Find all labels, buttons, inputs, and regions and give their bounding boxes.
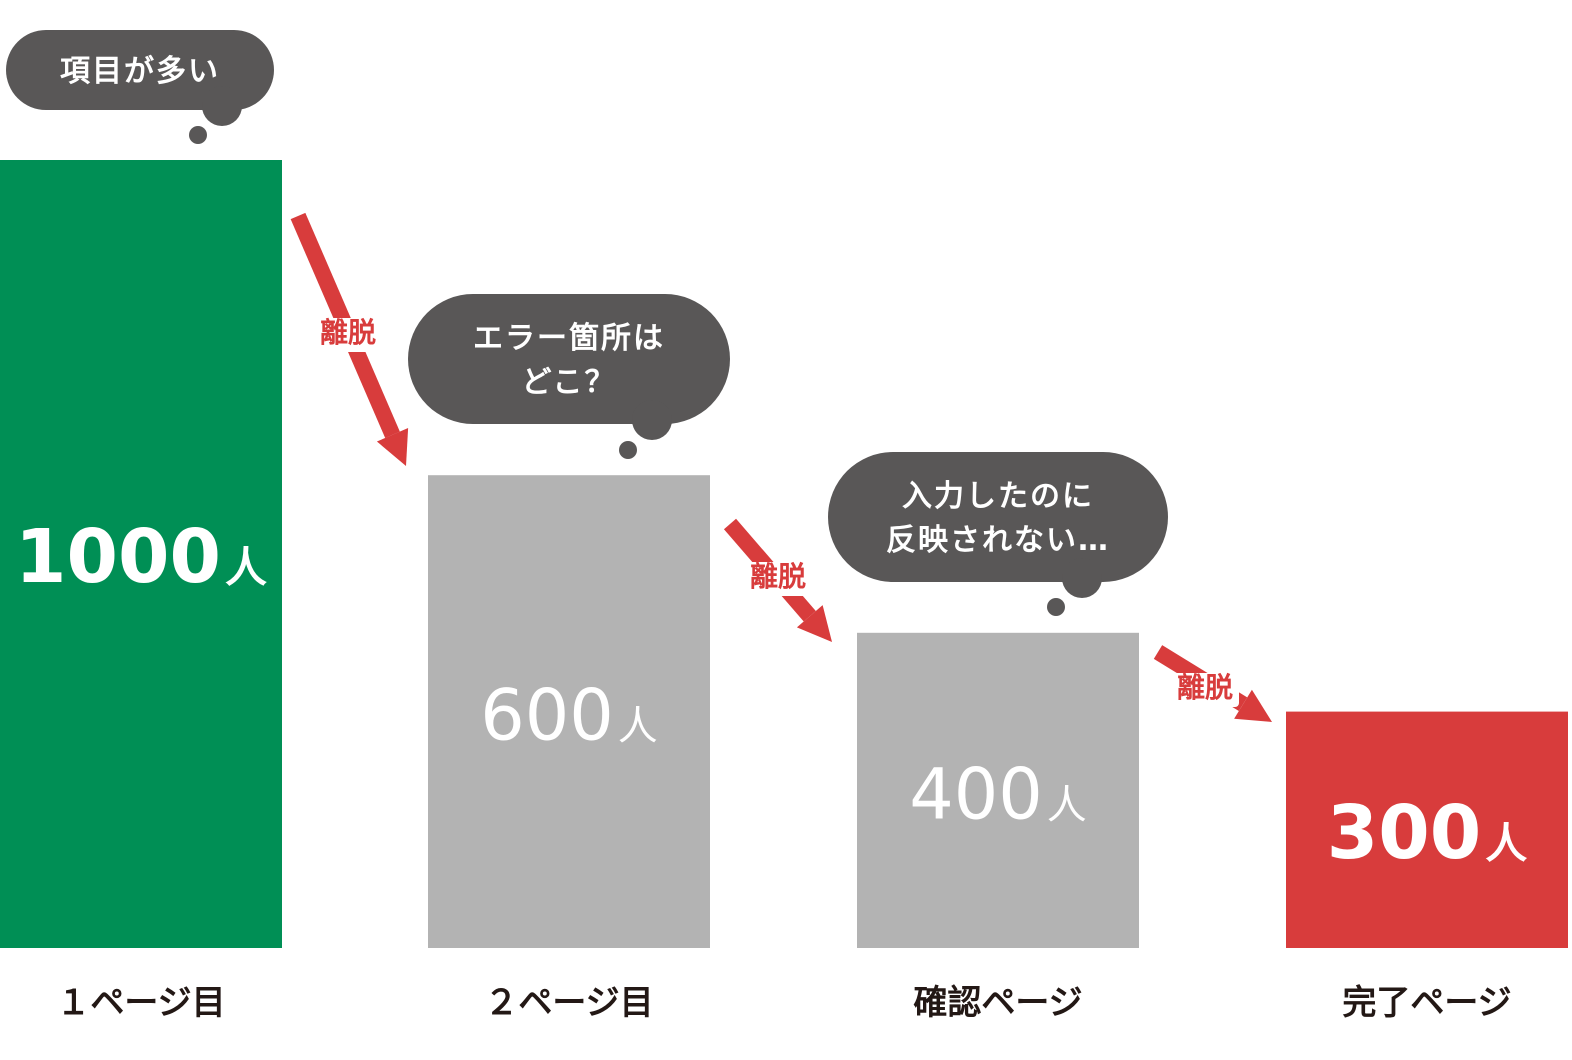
dropoff-label-bg — [744, 562, 812, 596]
dropoff-label-bg — [314, 318, 382, 352]
thought-bubble-text: 入力したのに — [902, 479, 1094, 514]
category-label-1: １ページ目 — [56, 983, 225, 1023]
dropoff-arrow-head — [1234, 689, 1272, 722]
dropoff-label: 離脱 — [320, 316, 376, 349]
thought-bubble-dot — [1047, 598, 1065, 616]
bar-value-unit: 人 — [225, 543, 267, 592]
bar-value-label-3: 400 人 — [909, 753, 1087, 835]
bar-1 — [0, 160, 282, 948]
bar-value-unit: 人 — [1485, 819, 1527, 868]
bar-value-number: 1000 — [15, 514, 221, 600]
thought-bubble-dot — [189, 126, 207, 144]
thought-bubble-tail — [632, 400, 672, 440]
dropoff-arrow-head — [376, 428, 409, 466]
bar-value-number: 400 — [909, 753, 1043, 835]
thought-bubble-1: 項目が多い — [6, 30, 274, 144]
bar-value-number: 600 — [480, 675, 614, 757]
thought-bubble-text: エラー箇所は — [473, 321, 665, 356]
dropoff-arrow-2: 離脱 — [723, 518, 832, 642]
thought-bubble-dot — [619, 441, 637, 459]
thought-bubble-body — [828, 452, 1168, 582]
dropoff-label: 離脱 — [1177, 671, 1233, 704]
bar-value-unit: 人 — [618, 704, 658, 750]
category-label-2: ２ページ目 — [484, 983, 653, 1023]
dropoff-arrow-head — [796, 605, 832, 642]
bar-value-label-1: 1000人 — [15, 514, 267, 600]
category-label-3: 確認ページ — [913, 983, 1082, 1023]
bar-value-label-2: 600 人 — [480, 675, 658, 757]
category-label-4: 完了ページ — [1342, 983, 1511, 1023]
dropoff-label-bg — [1171, 673, 1239, 707]
thought-bubble-tail — [202, 86, 242, 126]
thought-bubble-text: 反映されない… — [886, 523, 1110, 558]
bar-3 — [857, 632, 1139, 948]
bar-value-unit: 人 — [1047, 782, 1087, 828]
bar-value-label-4: 300人 — [1327, 790, 1527, 876]
thought-bubble-body — [408, 294, 730, 424]
thought-bubble-text: 項目が多い — [60, 54, 220, 89]
bar-value-number: 300 — [1327, 790, 1481, 876]
thought-bubble-body — [6, 30, 274, 110]
thought-bubble-tail — [1062, 558, 1102, 598]
bar-4 — [1286, 711, 1568, 948]
thought-bubble-3: 入力したのに反映されない… — [828, 452, 1168, 616]
dropoff-label: 離脱 — [750, 560, 806, 593]
bar-2 — [428, 475, 710, 948]
dropoff-arrow-3: 離脱 — [1153, 645, 1272, 722]
dropoff-arrow-1: 離脱 — [290, 212, 409, 466]
thought-bubble-text: どこ？ — [521, 365, 616, 400]
